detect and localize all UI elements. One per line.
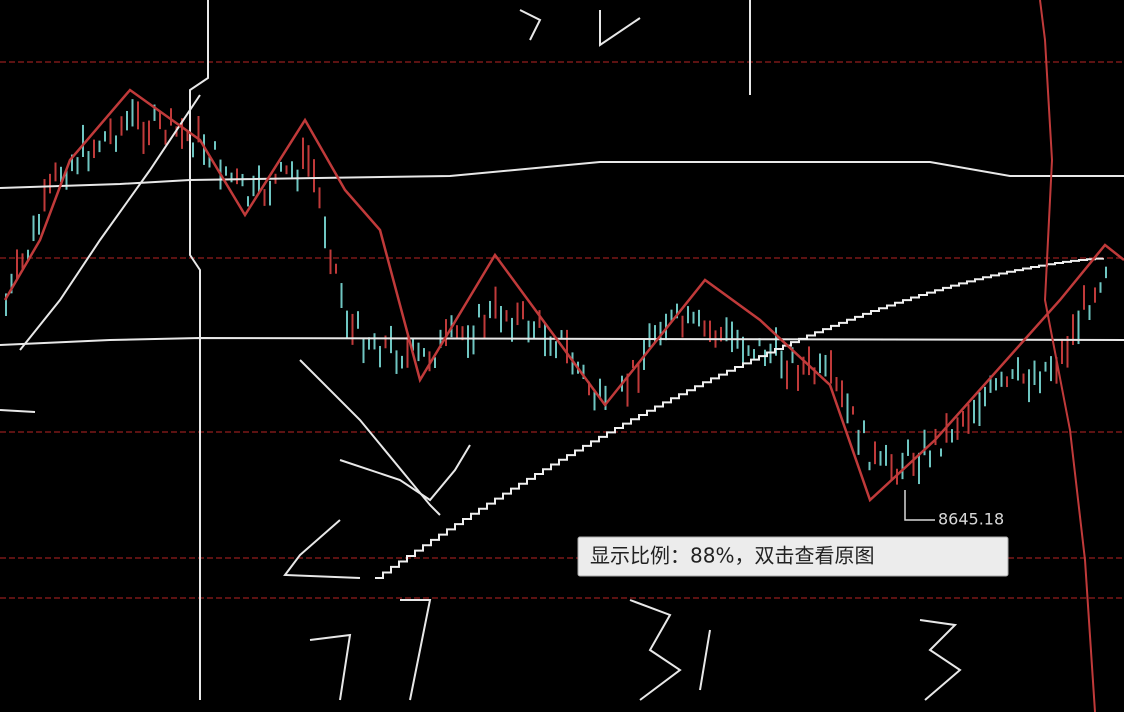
handdrawn [919, 619, 962, 701]
lower-band [0, 336, 1124, 346]
red-zigzag [3, 88, 1124, 503]
handdrawn [283, 519, 361, 579]
tooltip-text: 显示比例：88%，双击查看原图 [590, 544, 874, 568]
handdrawn [299, 359, 441, 516]
low-marker [904, 490, 935, 521]
upper-band [0, 161, 1124, 189]
handdrawn [699, 629, 711, 691]
diagonal-line [19, 94, 201, 351]
vertical-line [189, 0, 209, 700]
handdrawn [309, 633, 352, 701]
tooltip: 显示比例：88%，双击查看原图 [577, 536, 1009, 577]
handdrawn [629, 599, 682, 701]
handdrawn [599, 10, 641, 47]
low-label: 8645.18 [938, 510, 1004, 529]
handdrawn [400, 599, 432, 701]
handdrawn [0, 409, 36, 413]
tooltip-box [577, 536, 1009, 577]
average-curve [375, 257, 1104, 579]
handdrawn [339, 444, 471, 502]
handdrawn [519, 9, 542, 41]
red-vertical-curve [1039, 0, 1096, 712]
